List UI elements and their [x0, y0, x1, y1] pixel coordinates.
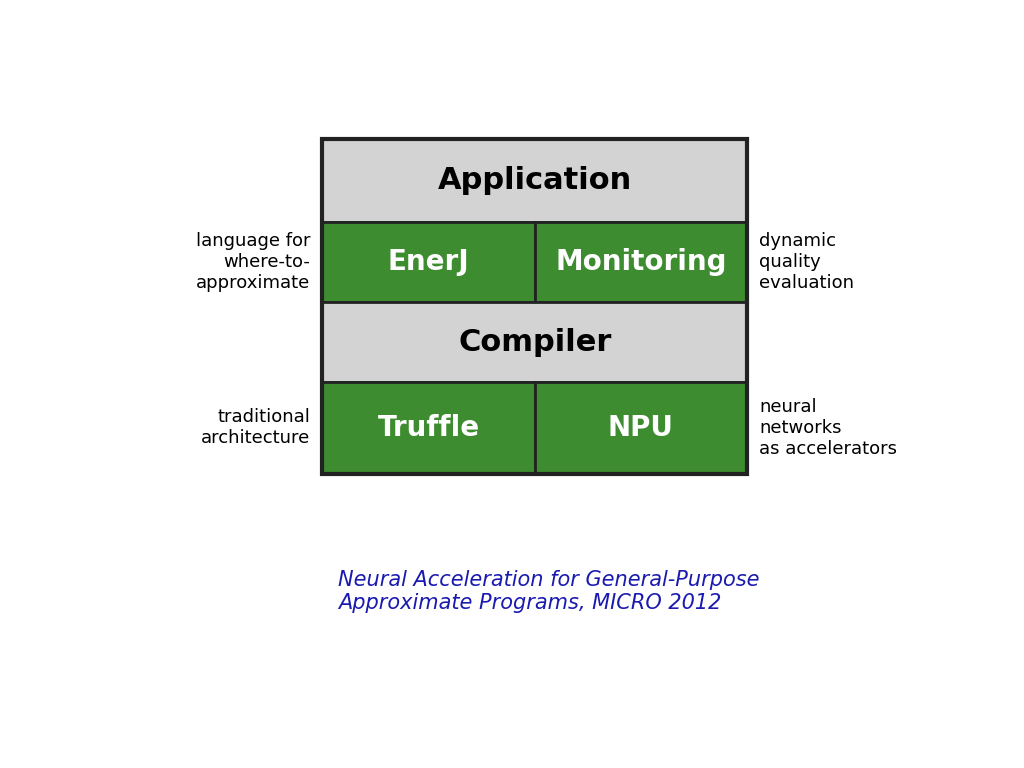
Text: EnerJ: EnerJ [388, 248, 469, 276]
Bar [535, 382, 748, 474]
Bar [535, 222, 748, 302]
Text: Neural Acceleration for General-Purpose
Approximate Programs, MICRO 2012: Neural Acceleration for General-Purpose … [338, 571, 760, 614]
Text: dynamic
quality
evaluation: dynamic quality evaluation [759, 233, 854, 292]
Text: NPU: NPU [608, 414, 674, 442]
Bar [323, 140, 748, 222]
Text: traditional
architecture: traditional architecture [202, 409, 310, 447]
Text: Compiler: Compiler [458, 327, 611, 356]
Text: language for
where-to-
approximate: language for where-to- approximate [196, 233, 310, 292]
Bar [323, 140, 748, 474]
Text: neural
networks
as accelerators: neural networks as accelerators [759, 398, 897, 458]
Text: Monitoring: Monitoring [555, 248, 727, 276]
Text: Truffle: Truffle [378, 414, 479, 442]
Text: Application: Application [437, 167, 632, 195]
Bar [323, 222, 535, 302]
Bar [323, 382, 535, 474]
Bar [323, 302, 748, 382]
